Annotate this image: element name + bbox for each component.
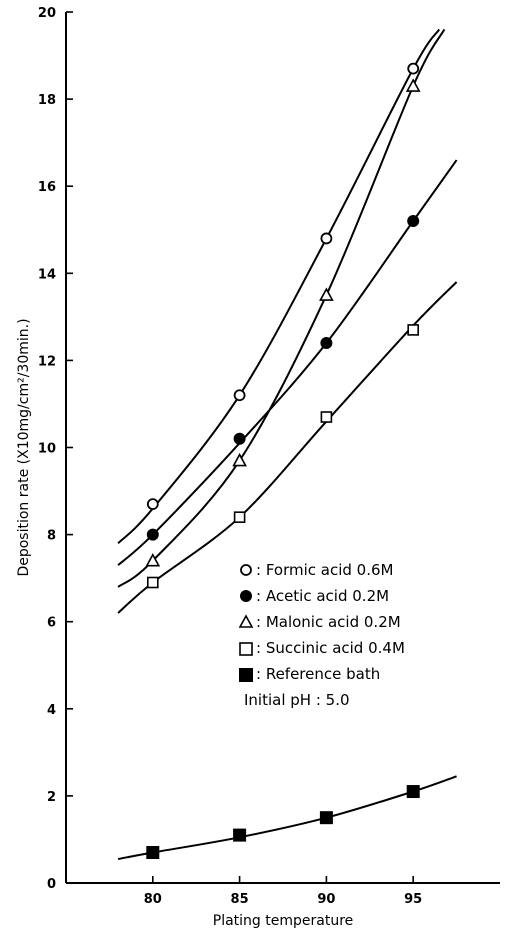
legend-marker-circle-open xyxy=(240,564,252,576)
legend-entry-reference: : Reference bath xyxy=(239,665,380,683)
legend-marker-circle-filled xyxy=(240,590,252,602)
y-tick-label: 12 xyxy=(38,354,56,369)
data-point xyxy=(147,576,159,589)
series-line-1 xyxy=(117,159,458,566)
legend-entry-acetic: : Acetic acid 0.2M xyxy=(240,587,389,605)
legend-label-malonic: : Malonic acid 0.2M xyxy=(256,613,401,631)
data-point xyxy=(145,553,161,567)
data-point xyxy=(146,846,160,860)
data-point xyxy=(407,215,420,228)
legend-marker-triangle-open xyxy=(238,614,254,628)
series-line-2 xyxy=(117,28,446,588)
legend: : Formic acid 0.6M : Acetic acid 0.2M : … xyxy=(238,561,405,709)
data-point xyxy=(232,452,247,467)
legend-label-acetic: : Acetic acid 0.2M xyxy=(256,587,389,605)
legend-label-formic: : Formic acid 0.6M xyxy=(256,561,393,579)
data-point xyxy=(407,62,420,75)
x-axis-label: Plating temperature xyxy=(213,913,354,929)
legend-entry-succinic: : Succinic acid 0.4M xyxy=(239,639,405,657)
data-point xyxy=(233,828,247,842)
series-line-0 xyxy=(117,28,441,545)
y-tick-label: 8 xyxy=(47,529,56,544)
data-point xyxy=(146,498,159,511)
data-point xyxy=(319,811,333,825)
legend-entry-formic: : Formic acid 0.6M xyxy=(240,561,393,579)
series-curves xyxy=(117,28,458,860)
series-markers xyxy=(145,62,421,860)
y-tick-label: 20 xyxy=(38,6,56,21)
data-point xyxy=(233,432,246,445)
legend-marker-square-open xyxy=(239,642,253,656)
y-tick-label: 16 xyxy=(38,180,56,195)
y-tick-label: 0 xyxy=(47,877,56,892)
y-tick-label: 6 xyxy=(47,616,56,631)
legend-label-reference: : Reference bath xyxy=(256,665,380,683)
data-point xyxy=(407,324,420,336)
y-axis-label: Deposition rate (X10mg/cm²/30min.) xyxy=(16,318,32,576)
ticks: 0 2 4 6 8 10 12 14 16 18 20 80 85 90 95 xyxy=(38,6,422,907)
y-tick-label: 4 xyxy=(47,703,56,718)
x-tick-label: 80 xyxy=(144,892,162,907)
x-tick-label: 90 xyxy=(317,892,335,907)
data-point xyxy=(233,389,246,402)
data-point xyxy=(320,336,333,349)
data-point xyxy=(320,232,333,245)
data-point xyxy=(406,785,420,799)
y-tick-label: 2 xyxy=(47,790,56,805)
series-line-4 xyxy=(117,775,457,860)
legend-marker-square-filled xyxy=(239,668,253,682)
x-tick-label: 85 xyxy=(231,892,249,907)
x-tick-label: 95 xyxy=(404,892,422,907)
y-tick-label: 10 xyxy=(38,442,56,457)
data-point xyxy=(405,78,421,92)
data-point xyxy=(146,528,159,541)
legend-note-initial-ph: Initial pH : 5.0 xyxy=(244,691,350,709)
data-point xyxy=(320,411,333,423)
axes xyxy=(65,12,500,884)
legend-entry-malonic: : Malonic acid 0.2M xyxy=(238,613,401,631)
y-tick-label: 18 xyxy=(38,93,56,108)
legend-label-succinic: : Succinic acid 0.4M xyxy=(256,639,405,657)
y-tick-label: 14 xyxy=(38,267,56,282)
data-point xyxy=(233,511,246,523)
data-point xyxy=(319,287,334,301)
